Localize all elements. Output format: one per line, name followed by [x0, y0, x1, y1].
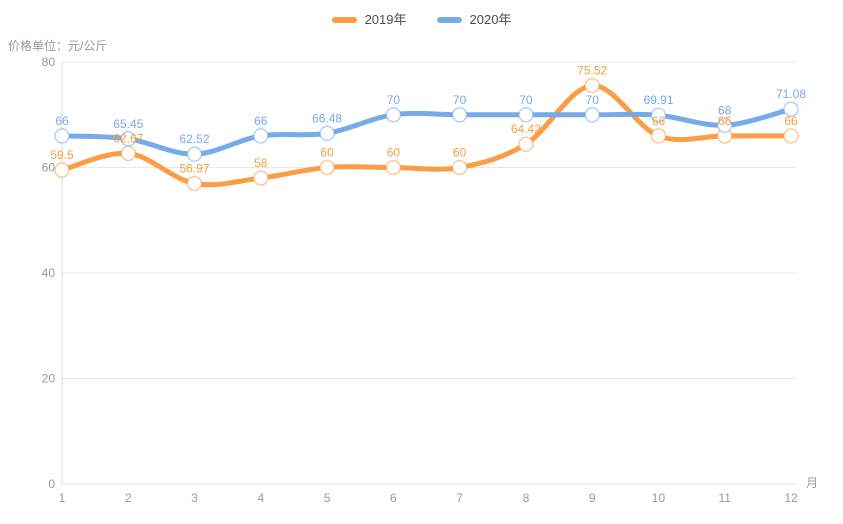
y-axis-tick-label: 40 — [42, 266, 56, 280]
chart-legend: 2019年 2020年 — [0, 13, 843, 27]
x-axis-tick-label: 4 — [257, 491, 264, 505]
data-point-label: 62.67 — [113, 131, 143, 145]
data-point-marker[interactable] — [783, 101, 799, 117]
data-point-marker[interactable] — [716, 117, 733, 134]
data-point-label: 66 — [718, 114, 732, 128]
data-point-label: 70 — [519, 93, 533, 107]
x-axis-tick-label: 6 — [390, 491, 397, 505]
data-point-marker[interactable] — [319, 159, 335, 176]
y-axis-tick-label: 0 — [48, 477, 55, 491]
data-point-label: 60 — [453, 146, 467, 160]
data-point-marker[interactable] — [650, 107, 667, 123]
x-axis-tick-label: 10 — [652, 491, 666, 505]
x-axis-tick-label: 7 — [456, 491, 463, 505]
data-point-label: 66 — [784, 114, 798, 128]
x-axis-tick-label: 12 — [784, 491, 798, 505]
data-point-label: 60 — [387, 146, 401, 160]
data-point-marker[interactable] — [584, 107, 600, 123]
data-point-marker[interactable] — [253, 170, 269, 186]
data-point-marker[interactable] — [584, 77, 600, 94]
data-point-label: 58 — [254, 156, 268, 170]
data-point-label: 70 — [453, 93, 467, 107]
data-point-marker[interactable] — [783, 128, 799, 144]
x-axis-tick-label: 3 — [191, 491, 198, 505]
data-point-marker[interactable] — [253, 128, 269, 144]
data-point-label: 56.97 — [179, 162, 209, 176]
data-point-marker[interactable] — [54, 128, 70, 144]
data-point-marker[interactable] — [650, 128, 667, 144]
data-point-label: 59.5 — [50, 148, 74, 162]
legend-label-2020: 2020年 — [469, 12, 512, 27]
data-point-label: 60 — [320, 146, 334, 160]
legend-item-2019[interactable]: 2019年 — [331, 12, 407, 27]
data-point-marker[interactable] — [451, 107, 468, 123]
series-line-2019年 — [59, 83, 794, 188]
legend-label-2019: 2019年 — [364, 12, 407, 27]
data-point-marker[interactable] — [186, 146, 203, 162]
y-axis-tick-label: 20 — [42, 372, 56, 386]
legend-marker-2019-icon — [331, 17, 357, 23]
data-point-label: 71.08 — [776, 87, 806, 101]
data-point-marker[interactable] — [54, 162, 70, 178]
y-axis-tick-label: 80 — [42, 55, 56, 69]
series-line-2020年 — [59, 106, 794, 157]
data-point-label: 66 — [652, 114, 666, 128]
data-point-label: 75.52 — [577, 64, 607, 78]
legend-item-2020[interactable]: 2020年 — [436, 12, 512, 27]
x-axis-tick-label: 9 — [589, 491, 596, 505]
x-axis-tick-label: 2 — [125, 491, 132, 505]
x-axis-tick-label: 5 — [324, 491, 331, 505]
data-point-label: 69.91 — [643, 93, 673, 107]
data-point-label: 65.45 — [113, 117, 143, 131]
data-point-label: 66 — [254, 114, 268, 128]
x-axis-name: 月 — [806, 476, 818, 490]
data-point-label: 70 — [586, 93, 600, 107]
data-point-marker[interactable] — [518, 136, 534, 152]
y-axis-unit-label: 价格单位：元/公斤 — [8, 39, 108, 53]
data-point-label: 64.42 — [511, 122, 541, 136]
data-point-marker[interactable] — [518, 107, 534, 123]
data-point-label: 68 — [718, 103, 732, 117]
data-point-marker[interactable] — [319, 125, 335, 142]
y-axis-tick-label: 60 — [42, 161, 56, 175]
data-point-marker[interactable] — [120, 145, 137, 162]
data-point-label: 62.52 — [179, 132, 209, 146]
data-point-marker[interactable] — [186, 175, 203, 192]
data-point-marker[interactable] — [385, 107, 402, 123]
data-point-marker[interactable] — [120, 131, 137, 147]
data-point-label: 66 — [55, 114, 69, 128]
x-axis-tick-label: 1 — [59, 491, 66, 505]
data-point-label: 66.48 — [312, 111, 342, 125]
data-point-marker[interactable] — [451, 159, 468, 176]
legend-marker-2020-icon — [436, 17, 462, 23]
data-point-label: 70 — [387, 93, 401, 107]
data-point-marker[interactable] — [385, 159, 402, 176]
x-axis-tick-label: 11 — [718, 491, 731, 505]
x-axis-tick-label: 8 — [523, 491, 530, 505]
